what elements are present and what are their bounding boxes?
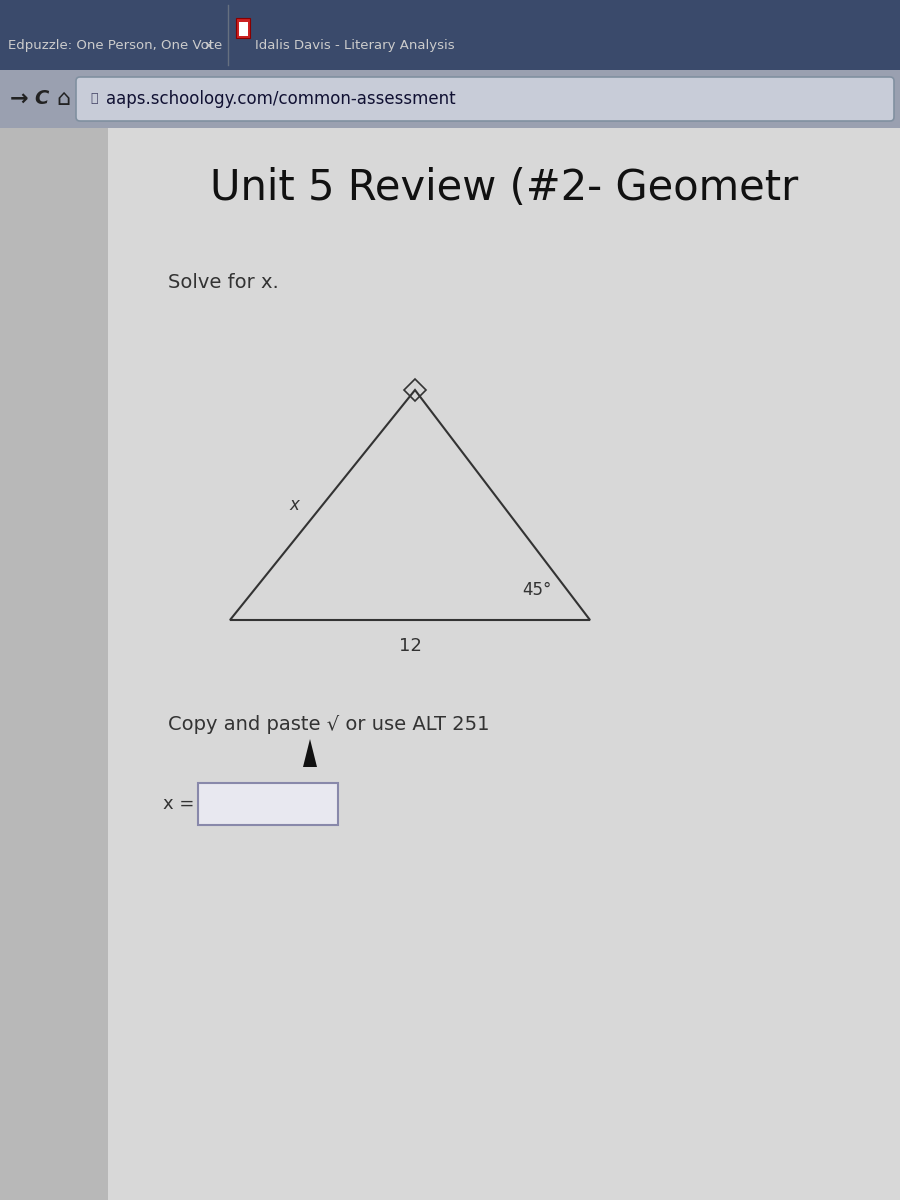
Bar bbox=[0, 128, 108, 1200]
Bar bbox=[0, 0, 900, 70]
Polygon shape bbox=[303, 739, 317, 767]
Bar bbox=[0, 128, 900, 1200]
Bar bbox=[0, 70, 900, 128]
Text: →: → bbox=[10, 89, 29, 109]
FancyBboxPatch shape bbox=[76, 77, 894, 121]
Text: 45°: 45° bbox=[522, 581, 552, 599]
Text: x: x bbox=[290, 496, 300, 514]
Text: x =: x = bbox=[163, 794, 194, 814]
Text: Solve for x.: Solve for x. bbox=[168, 272, 279, 292]
Text: 12: 12 bbox=[399, 637, 421, 655]
Text: Edpuzzle: One Person, One Vote: Edpuzzle: One Person, One Vote bbox=[8, 38, 222, 52]
Bar bbox=[238, 22, 248, 36]
Text: aaps.schoology.com/common-assessment: aaps.schoology.com/common-assessment bbox=[106, 90, 455, 108]
Text: Copy and paste √ or use ALT 251: Copy and paste √ or use ALT 251 bbox=[168, 715, 490, 734]
Bar bbox=[236, 18, 250, 37]
Text: C: C bbox=[34, 90, 49, 108]
Text: x: x bbox=[205, 38, 213, 52]
Text: ⌂: ⌂ bbox=[56, 89, 70, 109]
Text: ⧉: ⧉ bbox=[90, 92, 97, 106]
Text: Idalis Davis - Literary Analysis: Idalis Davis - Literary Analysis bbox=[255, 38, 454, 52]
FancyBboxPatch shape bbox=[198, 782, 338, 826]
Bar bbox=[108, 128, 900, 1200]
Text: Unit 5 Review (#2- Geometr: Unit 5 Review (#2- Geometr bbox=[210, 167, 798, 209]
